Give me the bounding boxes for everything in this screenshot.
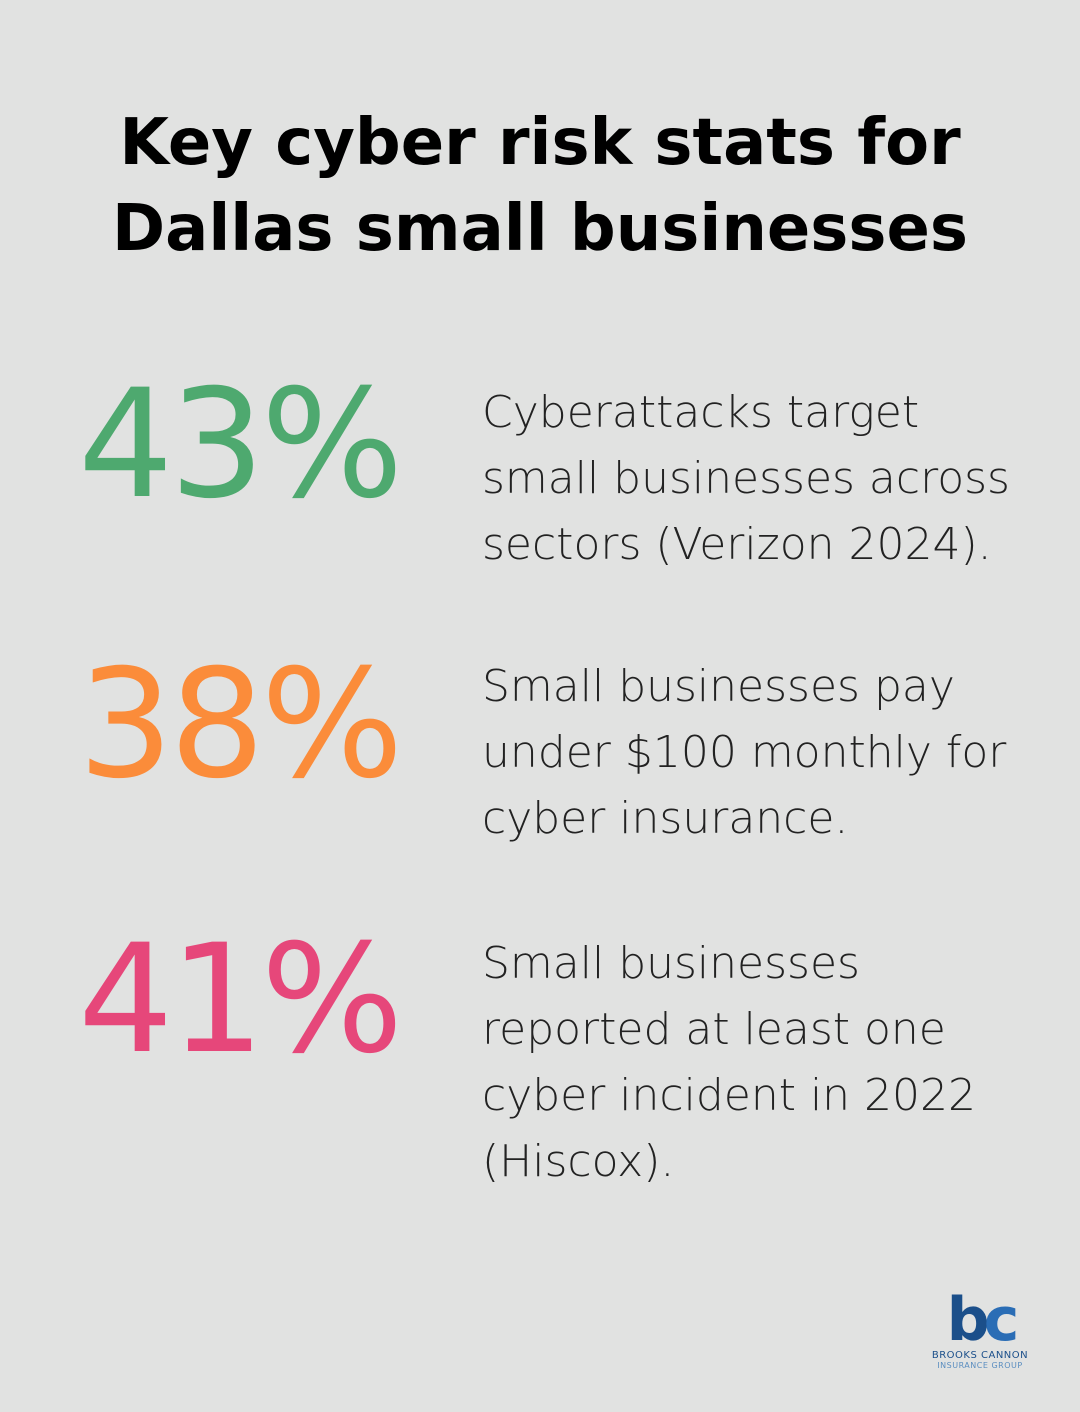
- logo-name: BROOKS CANNON: [931, 1350, 1029, 1361]
- stat-value: 43%: [78, 358, 403, 532]
- logo-subtitle: INSURANCE GROUP: [937, 1361, 1023, 1370]
- title-line-2: Dallas small businesses: [112, 192, 968, 266]
- stat-description: Small businesses pay under $100 monthly …: [482, 661, 1007, 844]
- stat-description: Cyberattacks target small businesses acr…: [482, 387, 1010, 570]
- stat-value: 41%: [78, 913, 403, 1087]
- title-line-1: Key cyber risk stats for: [119, 106, 961, 180]
- stat-description: Small businesses reported at least one c…: [482, 938, 977, 1187]
- page-title: Key cyber risk stats for Dallas small bu…: [0, 100, 1080, 272]
- stat-value: 38%: [78, 638, 403, 812]
- bc-logo-icon: bc: [946, 1285, 1019, 1355]
- brooks-cannon-logo: bc BROOKS CANNON INSURANCE GROUP: [920, 1290, 1040, 1370]
